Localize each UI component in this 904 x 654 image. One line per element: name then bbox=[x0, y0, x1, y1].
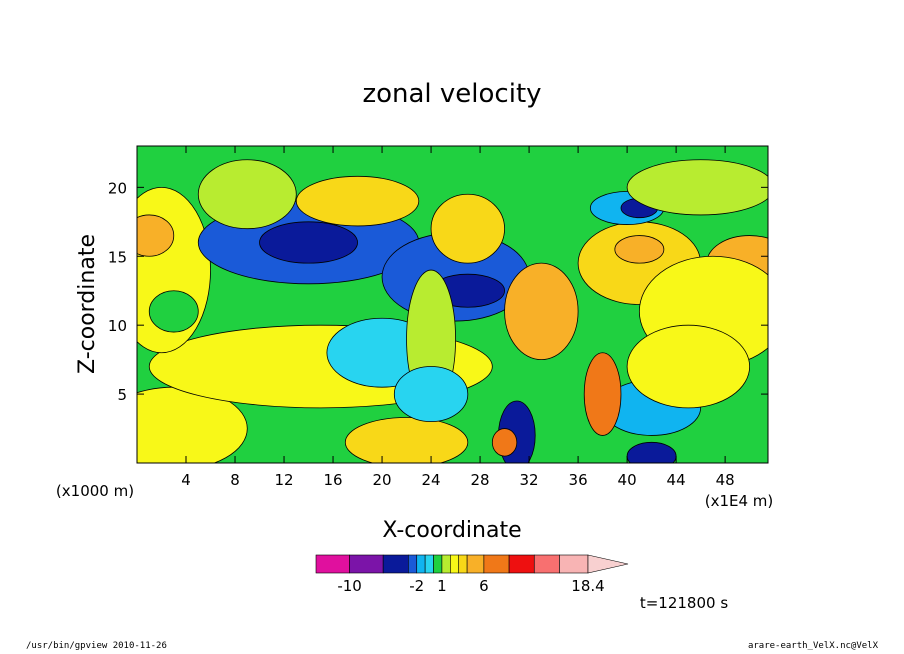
colorbar-box bbox=[483, 554, 510, 574]
colorbar-box bbox=[408, 554, 418, 574]
field-region bbox=[197, 159, 297, 230]
field-region bbox=[344, 417, 469, 463]
field-region bbox=[504, 262, 579, 361]
chart-title: zonal velocity bbox=[362, 79, 541, 109]
colorbar-label: -2 bbox=[409, 577, 424, 595]
x-tick-label: 36 bbox=[569, 471, 588, 489]
footer-left: /usr/bin/gpview 2010-11-26 bbox=[26, 641, 167, 651]
plot-frame bbox=[136, 145, 769, 464]
field-region bbox=[626, 159, 768, 216]
colorbar-box bbox=[533, 554, 560, 574]
x-tick-label: 24 bbox=[422, 471, 441, 489]
field-region bbox=[626, 324, 751, 409]
x-tick-label: 32 bbox=[520, 471, 539, 489]
x-unit-right: (x1E4 m) bbox=[705, 492, 774, 510]
colorbar-box bbox=[466, 554, 485, 574]
x-tick-label: 12 bbox=[274, 471, 293, 489]
colorbar-label: 1 bbox=[437, 577, 447, 595]
colorbar-box bbox=[508, 554, 535, 574]
colorbar bbox=[315, 554, 629, 574]
x-tick-label: 8 bbox=[230, 471, 240, 489]
x-axis: 4 8 12 16 20 24 28 32 36 40 44 48 bbox=[181, 146, 735, 489]
x-tick-label: 28 bbox=[471, 471, 490, 489]
x-tick-label: 48 bbox=[716, 471, 735, 489]
field-region bbox=[430, 193, 505, 264]
x-tick-label: 16 bbox=[323, 471, 342, 489]
field-region bbox=[583, 352, 622, 436]
velocity-field bbox=[137, 159, 768, 463]
y-tick-label: 5 bbox=[117, 386, 127, 404]
y-tick-label: 15 bbox=[108, 248, 127, 266]
colorbar-box bbox=[458, 554, 468, 574]
y-tick-label: 20 bbox=[108, 179, 127, 197]
field-region bbox=[295, 175, 420, 227]
field-region bbox=[491, 428, 518, 457]
colorbar-box bbox=[382, 554, 409, 574]
colorbar-box bbox=[450, 554, 460, 574]
colorbar-box bbox=[433, 554, 443, 574]
colorbar-box bbox=[559, 554, 589, 574]
field-region bbox=[259, 221, 358, 264]
field-region bbox=[148, 290, 199, 333]
colorbar-box bbox=[416, 554, 426, 574]
colorbar-labels: -10 -2 1 6 18.4 bbox=[337, 577, 604, 595]
x-tick-label: 20 bbox=[373, 471, 392, 489]
field-region bbox=[614, 235, 665, 264]
colorbar-box bbox=[424, 554, 434, 574]
colorbar-box bbox=[315, 554, 350, 574]
colorbar-box bbox=[349, 554, 384, 574]
field-region bbox=[137, 214, 175, 257]
x-tick-label: 44 bbox=[667, 471, 686, 489]
colorbar-extend bbox=[587, 554, 629, 574]
x-axis-label: X-coordinate bbox=[382, 518, 521, 543]
colorbar-label: -10 bbox=[337, 577, 362, 595]
plot-area bbox=[136, 145, 769, 464]
time-annotation: t=121800 s bbox=[640, 594, 728, 612]
y-axis-label: Z-coordinate bbox=[75, 234, 100, 374]
y-axis: 5 10 15 20 bbox=[108, 179, 768, 404]
x-unit-left: (x1000 m) bbox=[56, 482, 134, 500]
colorbar-label: 18.4 bbox=[571, 577, 604, 595]
x-tick-label: 40 bbox=[618, 471, 637, 489]
colorbar-box bbox=[441, 554, 451, 574]
field-region bbox=[393, 366, 469, 423]
y-tick-label: 10 bbox=[108, 317, 127, 335]
field-region bbox=[626, 441, 677, 463]
footer-right: arare-earth_VelX.nc@VelX bbox=[747, 641, 878, 651]
x-tick-label: 4 bbox=[181, 471, 191, 489]
colorbar-label: 6 bbox=[479, 577, 489, 595]
